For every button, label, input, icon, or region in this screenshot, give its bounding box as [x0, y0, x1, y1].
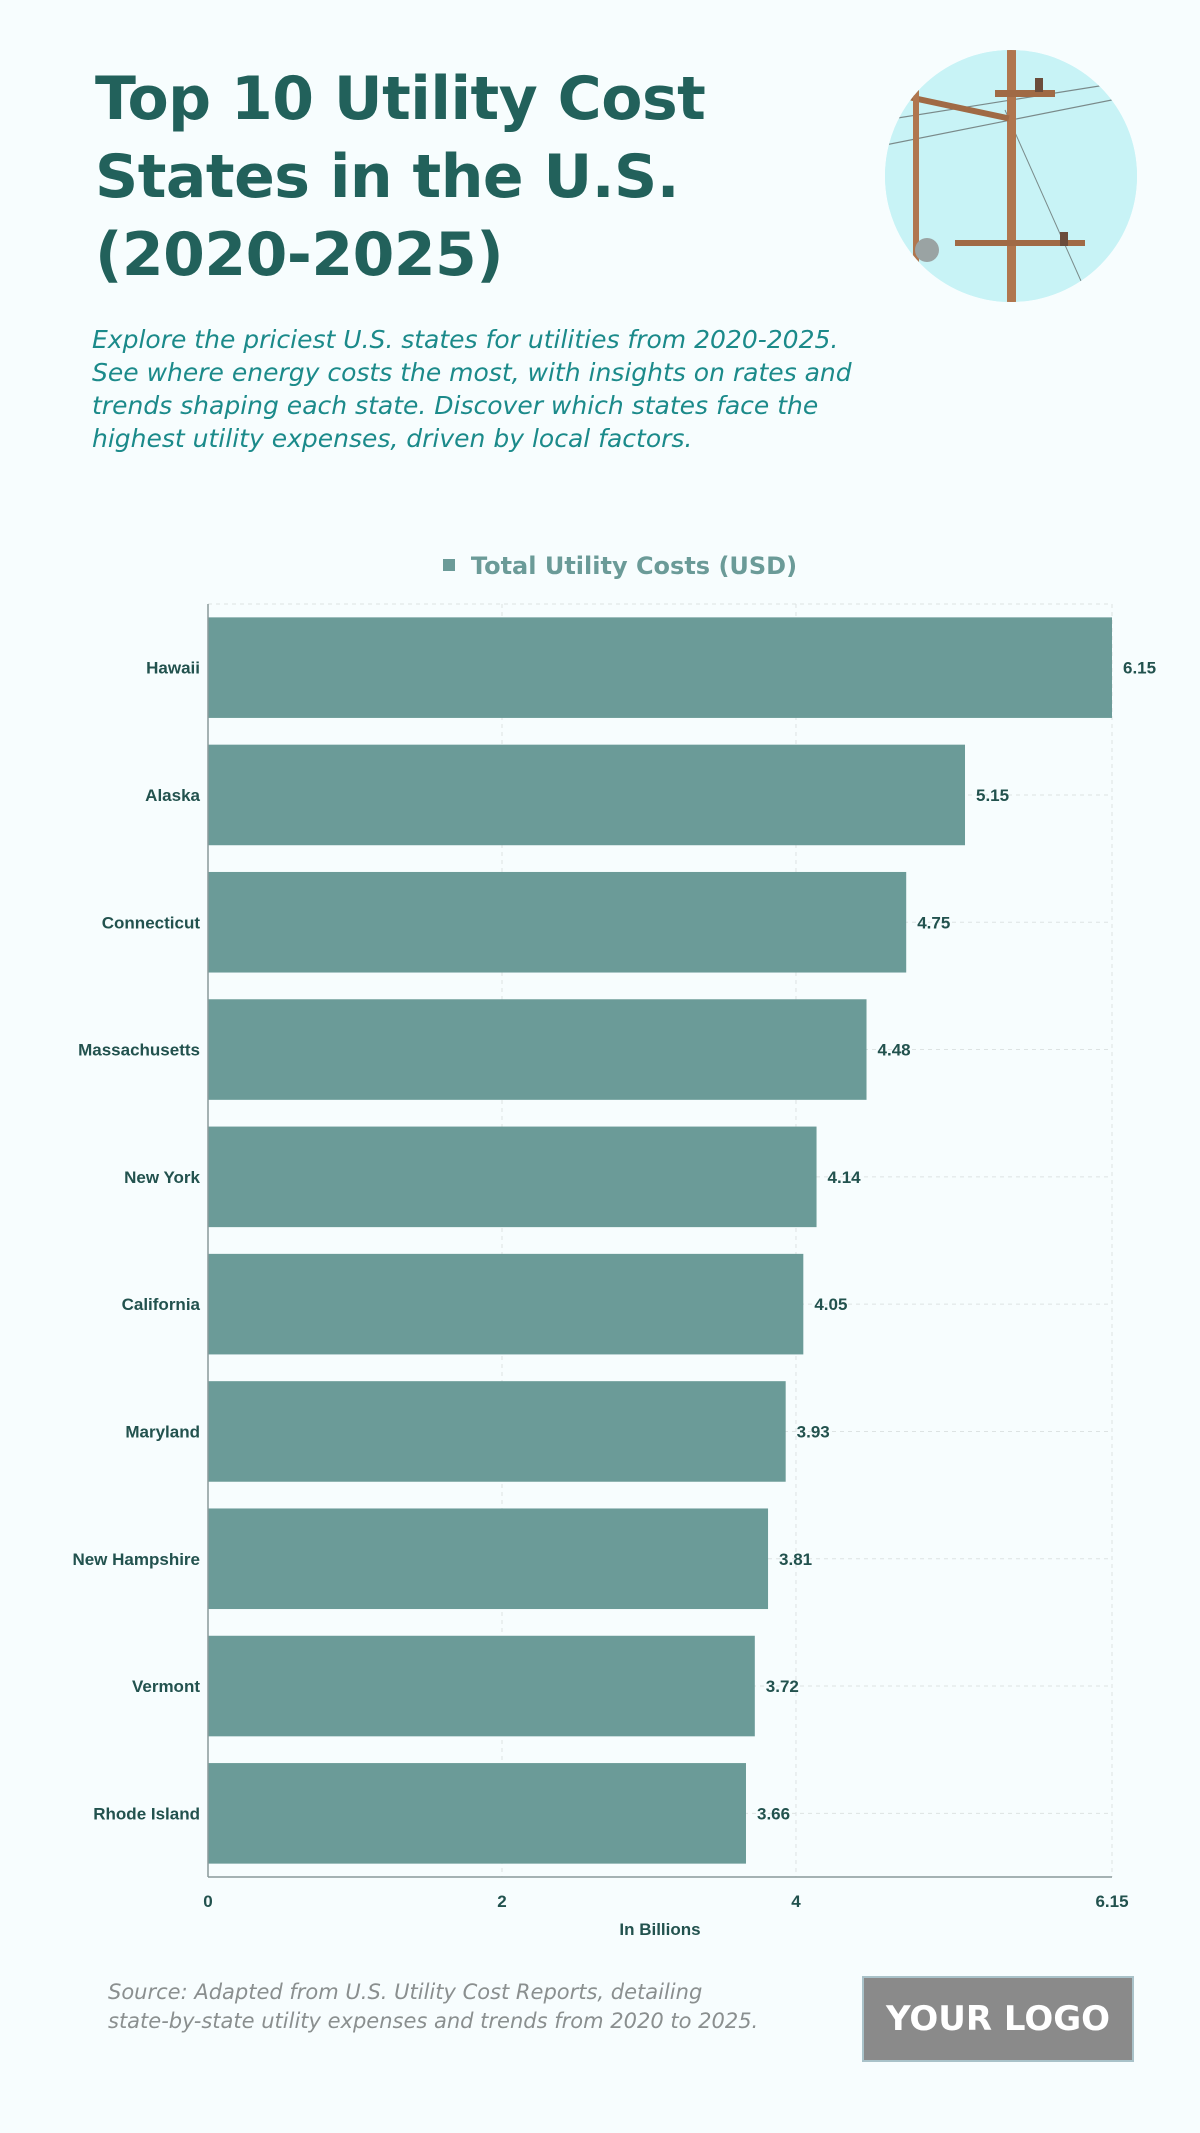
bar-chart: Hawaii 6.15 Alaska 5.15 Connecticut 4.75 Massa… [72, 603, 1156, 1939]
category-label: California [122, 1295, 201, 1314]
bar [208, 1635, 755, 1737]
value-label: 4.14 [828, 1168, 862, 1187]
category-label: Vermont [132, 1677, 200, 1696]
x-axis-label: In Billions [619, 1920, 700, 1939]
value-label: 3.66 [757, 1804, 790, 1823]
utility-pole-icon [885, 50, 1137, 302]
legend-label: Total Utility Costs (USD) [470, 552, 798, 580]
value-label: 4.48 [878, 1041, 911, 1060]
category-label: Hawaii [146, 659, 200, 678]
category-label: Connecticut [102, 913, 201, 932]
utility-pole-image [885, 50, 1137, 302]
bar [208, 744, 966, 846]
bar [208, 999, 867, 1100]
value-label: 3.72 [766, 1677, 799, 1696]
x-tick-label: 2 [497, 1892, 506, 1911]
category-label: New Hampshire [72, 1550, 200, 1569]
bar [208, 1381, 786, 1482]
category-label: Rhode Island [93, 1804, 200, 1823]
bar [208, 871, 907, 973]
category-label: New York [124, 1168, 200, 1187]
bar [208, 1253, 804, 1355]
page-subtitle: Explore the priciest U.S. states for uti… [92, 325, 852, 453]
legend-swatch [442, 559, 455, 571]
chart-legend: Total Utility Costs (USD) [0, 552, 1200, 580]
x-tick-label: 4 [791, 1892, 801, 1911]
bar [208, 617, 1112, 718]
logo-placeholder: YOUR LOGO [862, 1976, 1134, 2062]
source-note: Source: Adapted from U.S. Utility Cost R… [108, 1980, 759, 2033]
page-title: Top 10 Utility Cost States in the U.S. (… [95, 64, 706, 290]
value-label: 3.93 [797, 1422, 830, 1441]
value-label: 3.81 [779, 1550, 812, 1569]
category-label: Massachusetts [78, 1041, 200, 1060]
value-label: 6.15 [1123, 659, 1156, 678]
bar [208, 1508, 769, 1610]
x-tick-label: 0 [203, 1892, 212, 1911]
category-label: Alaska [145, 786, 200, 805]
bar [208, 1126, 817, 1228]
value-label: 4.05 [814, 1295, 847, 1314]
value-label: 5.15 [976, 786, 1009, 805]
value-label: 4.75 [917, 913, 950, 932]
x-tick-label: 6.15 [1095, 1892, 1128, 1911]
category-label: Maryland [125, 1422, 200, 1441]
bar [208, 1763, 746, 1864]
